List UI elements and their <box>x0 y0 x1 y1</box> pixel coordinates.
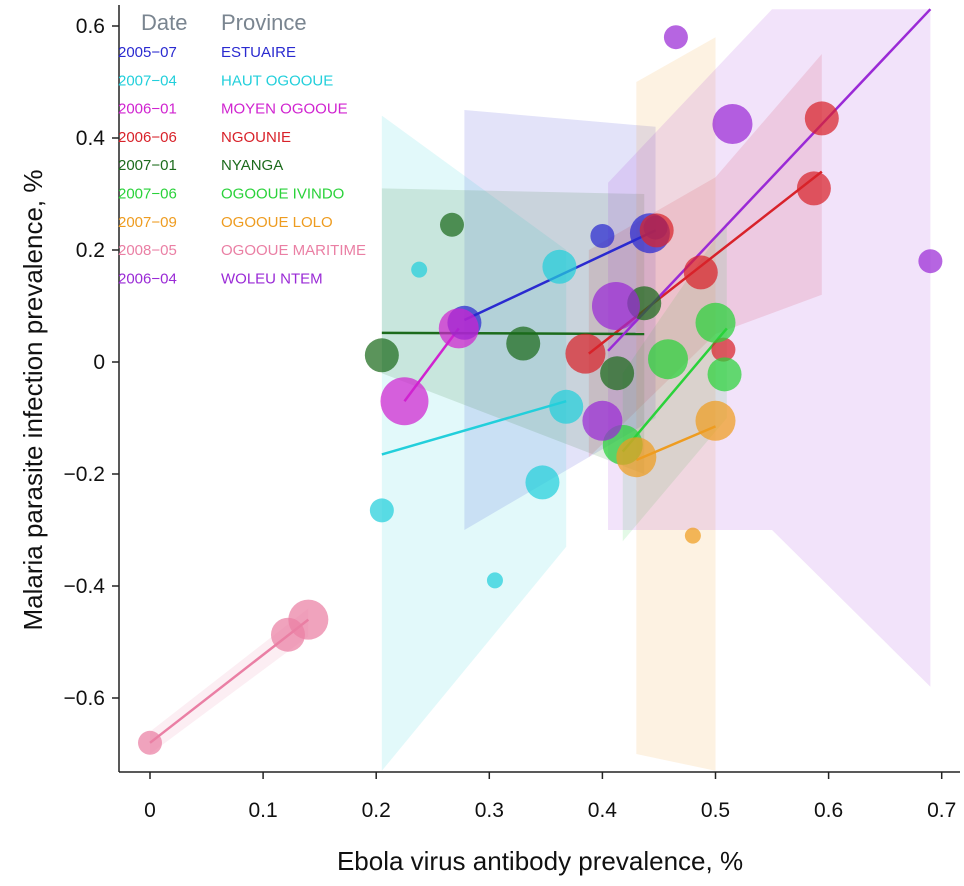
point-ogooue-maritime <box>288 599 329 640</box>
legend-province: OGOOUE LOLO <box>221 214 333 231</box>
legend-date: 2007−04 <box>118 72 177 89</box>
point-woleu-ntem <box>591 282 640 330</box>
fit-line-haut-ogooue <box>381 399 567 456</box>
point-ogooue-lolo <box>695 400 736 441</box>
point-ogooue-ivindo <box>647 339 688 380</box>
legend-rows: 2005−07 ESTUAIRE 2007−04 HAUT OGOOUE 2006−01… <box>118 44 366 287</box>
y-tick-label: 0.4 <box>76 127 106 150</box>
point-woleu-ntem <box>918 249 943 274</box>
legend: Date Province 2005−07 ESTUAIRE 2007−04 HAUT… <box>118 10 366 287</box>
point-estuaire <box>590 224 615 248</box>
point-haut-ogooue <box>411 261 428 278</box>
y-ticks: −0.6 −0.4 −0.2 0 0.2 0.4 0.6 <box>64 15 119 710</box>
legend-date: 2008−05 <box>118 242 177 259</box>
x-axis-title: Ebola virus antibody prevalence, % <box>337 846 743 876</box>
legend-date-header: Date <box>141 10 187 35</box>
point-ngounie <box>804 101 839 136</box>
point-ogooue-lolo <box>684 527 701 544</box>
x-tick-label: 0.5 <box>701 799 730 822</box>
legend-date: 2007−09 <box>118 214 177 231</box>
point-woleu-ntem <box>712 104 753 144</box>
fit-line-ogooue-ivindo <box>621 327 728 453</box>
point-ogooue-ivindo <box>695 302 736 343</box>
legend-date: 2007−06 <box>118 186 177 203</box>
legend-date: 2006−06 <box>118 129 177 146</box>
legend-province: ESTUAIRE <box>221 44 296 61</box>
x-tick-label: 0.1 <box>248 799 277 822</box>
legend-date: 2006−04 <box>118 270 177 287</box>
point-woleu-ntem <box>663 25 688 50</box>
y-tick-label: 0 <box>93 351 105 374</box>
point-ogooue-ivindo <box>707 357 742 392</box>
y-tick-label: 0.6 <box>76 15 105 38</box>
x-tick-label: 0 <box>144 799 156 822</box>
legend-province: MOYEN OGOOUE <box>221 101 348 118</box>
legend-province: NYANGA <box>221 157 283 174</box>
y-tick-label: −0.4 <box>64 575 106 598</box>
point-ngounie <box>796 171 831 206</box>
point-ogooue-maritime <box>138 730 162 755</box>
point-ogooue-lolo <box>616 437 657 478</box>
data-points <box>138 25 943 755</box>
legend-date: 2005−07 <box>118 44 177 61</box>
x-tick-label: 0.3 <box>475 799 504 822</box>
point-haut-ogooue <box>525 465 560 500</box>
y-tick-label: −0.6 <box>64 687 105 710</box>
legend-date: 2006−01 <box>118 101 177 118</box>
point-haut-ogooue <box>549 389 584 424</box>
y-tick-label: −0.2 <box>64 463 105 486</box>
band-haut-ogooue <box>381 115 567 771</box>
point-haut-ogooue <box>542 249 577 284</box>
x-tick-label: 0.2 <box>362 799 391 822</box>
fit-line-woleu-ntem <box>607 8 932 352</box>
point-woleu-ntem <box>582 400 623 441</box>
y-tick-label: 0.2 <box>76 239 105 262</box>
x-tick-label: 0.7 <box>927 799 956 822</box>
point-moyen-ogooue <box>438 308 479 349</box>
band-woleu-ntem <box>608 9 931 687</box>
legend-province: WOLEU NTEM <box>221 270 323 287</box>
point-ngounie <box>565 333 606 374</box>
point-ngounie <box>639 213 674 248</box>
point-nyanga <box>439 212 464 237</box>
point-haut-ogooue <box>486 572 503 589</box>
legend-province-header: Province <box>221 10 307 35</box>
point-nyanga <box>600 356 635 391</box>
point-ngounie <box>711 337 736 362</box>
point-ngounie <box>683 255 718 290</box>
band-ngounie <box>588 54 822 458</box>
legend-province: OGOOUE IVINDO <box>221 186 344 203</box>
point-moyen-ogooue <box>380 377 429 426</box>
x-tick-label: 0.4 <box>588 799 618 822</box>
point-nyanga <box>506 326 541 361</box>
point-haut-ogooue <box>369 498 394 523</box>
legend-province: OGOOUE MARITIME <box>221 242 366 259</box>
point-nyanga <box>364 338 399 373</box>
x-tick-label: 0.6 <box>814 799 843 822</box>
y-axis-title: Malaria parasite infection prevalence, % <box>18 169 48 630</box>
x-ticks: 0 0.1 0.2 0.3 0.4 0.5 0.6 0.7 <box>144 772 956 822</box>
legend-province: NGOUNIE <box>221 129 291 146</box>
legend-date: 2007−01 <box>118 157 177 174</box>
legend-province: HAUT OGOOUE <box>221 72 333 89</box>
axes: 0 0.1 0.2 0.3 0.4 0.5 0.6 0.7 −0.6−0.4−0.200.20… <box>64 5 960 822</box>
